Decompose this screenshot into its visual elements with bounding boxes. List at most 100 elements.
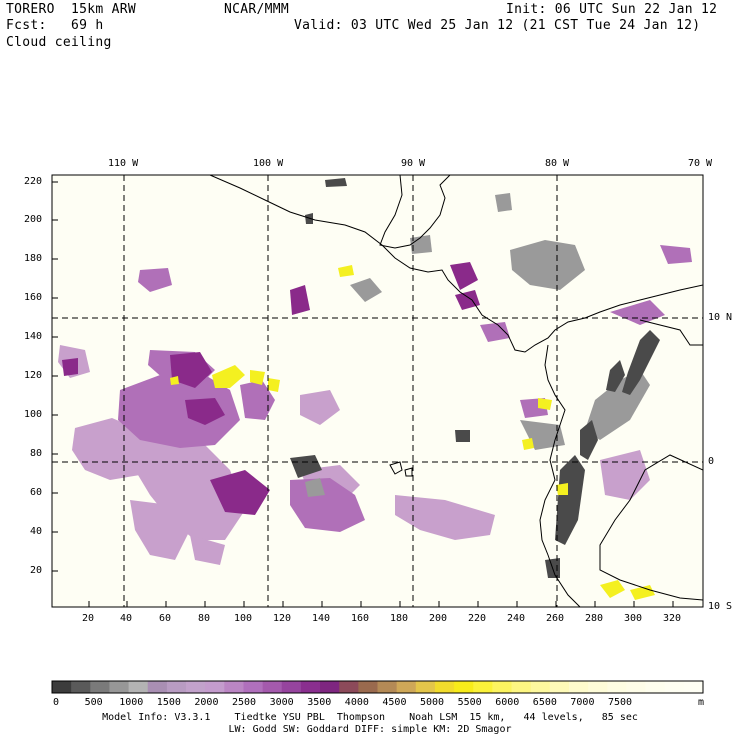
colorbar-swatch — [683, 681, 704, 693]
colorbar-label: 0 — [53, 697, 60, 708]
grid-x-label: 220 — [468, 613, 487, 624]
colorbar-label: 7500 — [608, 697, 633, 708]
coastlines — [209, 175, 703, 607]
lat-label-10s: 10 S — [708, 601, 733, 612]
colorbar-swatch — [128, 681, 149, 693]
lat-label-10n: 10 N — [708, 312, 733, 323]
colorbar-label: 5000 — [420, 697, 445, 708]
colorbar-label: 6500 — [532, 697, 557, 708]
colorbar-swatch — [377, 681, 398, 693]
colorbar-swatch — [281, 681, 302, 693]
cloud-low-gray — [290, 178, 660, 578]
colorbar-swatch — [588, 681, 608, 693]
lon-label-90w: 90 W — [401, 158, 426, 169]
model-name: TORERO 15km ARW — [6, 2, 137, 17]
colorbar-swatch — [492, 681, 513, 693]
grid-x-label: 40 — [120, 613, 133, 624]
colorbar-swatch — [186, 681, 206, 693]
grid-x-label: 240 — [507, 613, 526, 624]
cloud-dark-purple — [62, 262, 480, 515]
grid-x-label: 300 — [624, 613, 643, 624]
colorbar-swatch — [549, 681, 570, 693]
lon-label-110w: 110 W — [108, 158, 139, 169]
lat-label-0: 0 — [708, 456, 715, 467]
colorbar-label: 1500 — [156, 697, 181, 708]
colorbar-swatch — [358, 681, 378, 693]
grid-y-label: 140 — [24, 331, 43, 342]
colorbar-frame — [51, 680, 704, 694]
map-frame — [51, 174, 704, 608]
colorbar-swatch — [454, 681, 474, 693]
colorbar-swatch — [52, 681, 72, 693]
colorbar-swatch — [568, 681, 589, 693]
colorbar-swatch — [71, 681, 91, 693]
grid-y-label: 200 — [24, 214, 43, 225]
colorbar-swatch — [645, 681, 666, 693]
footer-model-info: Model Info: V3.3.1 Tiedtke YSU PBL Thomp… — [102, 712, 638, 723]
colorbar-swatch — [300, 681, 321, 693]
colorbar-label: 3000 — [269, 697, 294, 708]
colorbar-swatch — [224, 681, 244, 693]
colorbar-swatch — [147, 681, 168, 693]
organization: NCAR/MMM — [224, 2, 290, 17]
lon-label-80w: 80 W — [545, 158, 570, 169]
colorbar-swatch — [626, 681, 647, 693]
lon-label-100w: 100 W — [253, 158, 284, 169]
grid-x-label: 200 — [429, 613, 448, 624]
colorbar-label: 7000 — [570, 697, 595, 708]
colorbar-swatch — [205, 681, 225, 693]
colorbar-label: 2000 — [194, 697, 219, 708]
grid-x-label: 160 — [351, 613, 370, 624]
colorbar-swatch — [243, 681, 264, 693]
grid-y-label: 120 — [24, 370, 43, 381]
colorbar-swatch — [607, 681, 627, 693]
colorbar-unit: m — [698, 697, 705, 708]
colorbar-label: 2500 — [232, 697, 257, 708]
colorbar-swatch — [320, 681, 340, 693]
colorbar-swatch — [339, 681, 359, 693]
init-time: Init: 06 UTC Sun 22 Jan 12 — [506, 2, 718, 17]
field-name: Cloud ceiling — [6, 35, 112, 50]
colorbar-swatch — [511, 681, 532, 693]
colorbar-swatch — [166, 681, 187, 693]
colorbar-label: 1000 — [119, 697, 144, 708]
colorbar-label: 5500 — [457, 697, 482, 708]
colorbar-label: 3500 — [307, 697, 332, 708]
cloud-mid-purple — [118, 245, 692, 532]
colorbar-swatch — [530, 681, 551, 693]
grid-y-label: 180 — [24, 253, 43, 264]
grid-y-label: 20 — [30, 565, 43, 576]
grid-x-label: 180 — [390, 613, 409, 624]
lon-label-70w: 70 W — [688, 158, 713, 169]
colorbar-label: 500 — [84, 697, 103, 708]
grid-y-label: 220 — [24, 176, 43, 187]
colorbar-label: 6000 — [495, 697, 520, 708]
grid-x-label: 120 — [273, 613, 292, 624]
grid-y-label: 80 — [30, 448, 43, 459]
grid-x-label: 280 — [585, 613, 604, 624]
cloud-field — [58, 178, 692, 600]
colorbar-swatch — [109, 681, 130, 693]
footer-physics-info: LW: Godd SW: Goddard DIFF: simple KM: 2D… — [228, 724, 512, 735]
colorbar-swatch — [396, 681, 417, 693]
forecast-hour: Fcst: 69 h — [6, 18, 104, 33]
grid-x-label: 260 — [546, 613, 565, 624]
grid-x-label: 100 — [234, 613, 253, 624]
colorbar-label: 4000 — [344, 697, 369, 708]
colorbar-swatch — [664, 681, 685, 693]
colorbar-label: 4500 — [382, 697, 407, 708]
grid-x-label: 20 — [82, 613, 95, 624]
lat-lon-grid — [52, 175, 703, 607]
grid-y-label: 40 — [30, 526, 43, 537]
left-ticks — [52, 181, 58, 572]
grid-x-label: 320 — [663, 613, 682, 624]
grid-y-label: 100 — [24, 409, 43, 420]
colorbar-swatch — [473, 681, 493, 693]
grid-x-label: 80 — [198, 613, 211, 624]
colorbar-swatch — [415, 681, 436, 693]
colorbar-swatch — [262, 681, 283, 693]
grid-y-label: 160 — [24, 292, 43, 303]
bottom-ticks — [88, 601, 674, 607]
cloud-light-purple — [58, 345, 650, 565]
